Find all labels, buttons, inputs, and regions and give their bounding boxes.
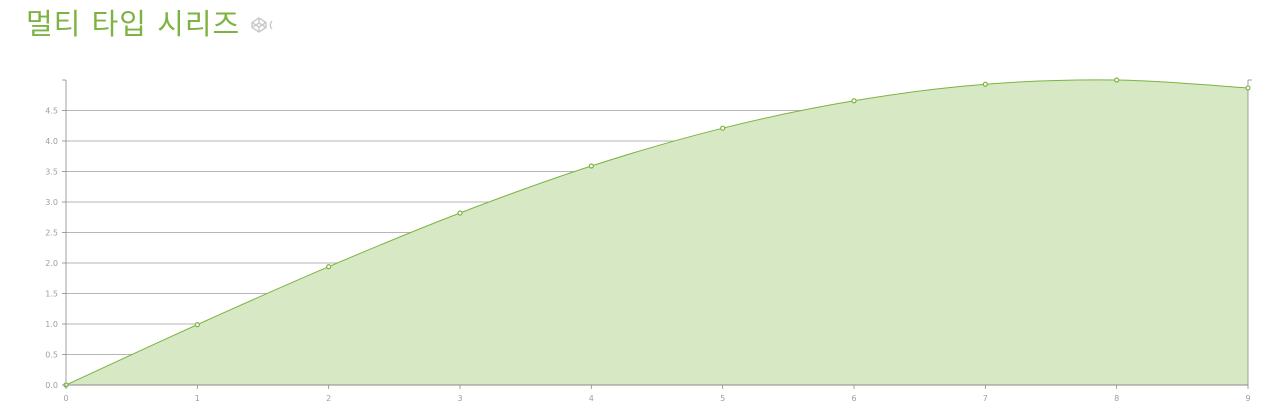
title-row: 멀티 타입 시리즈 xyxy=(26,2,274,42)
y-tick-label-5: 2.5 xyxy=(45,229,58,238)
series-line xyxy=(65,79,1249,386)
x-tick-label-8: 8 xyxy=(1114,394,1119,403)
x-tick-label-1: 1 xyxy=(195,394,200,403)
data-points xyxy=(63,77,1251,388)
y-tick-label-2: 1.0 xyxy=(45,320,58,329)
codepen-link-icon[interactable] xyxy=(250,16,274,34)
y-tick-label-7: 3.5 xyxy=(45,168,58,177)
data-point-9[interactable] xyxy=(1245,85,1251,91)
x-tick-label-7: 7 xyxy=(983,394,988,403)
data-point-2[interactable] xyxy=(326,264,332,270)
y-tick-label-9: 4.5 xyxy=(45,107,58,116)
x-axis-ticks: 0 1 2 3 4 5 6 7 8 9 xyxy=(63,385,1251,403)
y-tick-label-3: 1.5 xyxy=(45,290,58,299)
y-tick-label-1: 0.5 xyxy=(45,351,58,360)
data-point-1[interactable] xyxy=(194,322,200,328)
area-series xyxy=(65,79,1249,386)
y-tick-label-0: 0.0 xyxy=(45,381,58,390)
data-point-7[interactable] xyxy=(982,81,988,87)
y-tick-label-6: 3.0 xyxy=(45,198,58,207)
page-title: 멀티 타입 시리즈 xyxy=(26,7,241,41)
x-tick-label-5: 5 xyxy=(720,394,725,403)
data-point-4[interactable] xyxy=(588,163,594,169)
data-point-5[interactable] xyxy=(720,125,726,131)
data-point-8[interactable] xyxy=(1114,77,1120,83)
x-tick-label-2: 2 xyxy=(326,394,331,403)
data-point-6[interactable] xyxy=(851,98,857,104)
x-tick-label-4: 4 xyxy=(589,394,594,403)
y-axis-ticks: 0.0 0.5 1.0 1.5 2.0 2.5 3.0 3.5 4.0 4.5 xyxy=(45,107,66,390)
data-point-3[interactable] xyxy=(457,210,463,216)
x-tick-label-0: 0 xyxy=(63,394,68,403)
x-tick-label-9: 9 xyxy=(1245,394,1250,403)
x-tick-label-6: 6 xyxy=(851,394,856,403)
area-fill xyxy=(66,79,1248,386)
x-tick-label-3: 3 xyxy=(457,394,462,403)
y-tick-label-8: 4.0 xyxy=(45,137,58,146)
y-tick-label-4: 2.0 xyxy=(45,259,58,268)
